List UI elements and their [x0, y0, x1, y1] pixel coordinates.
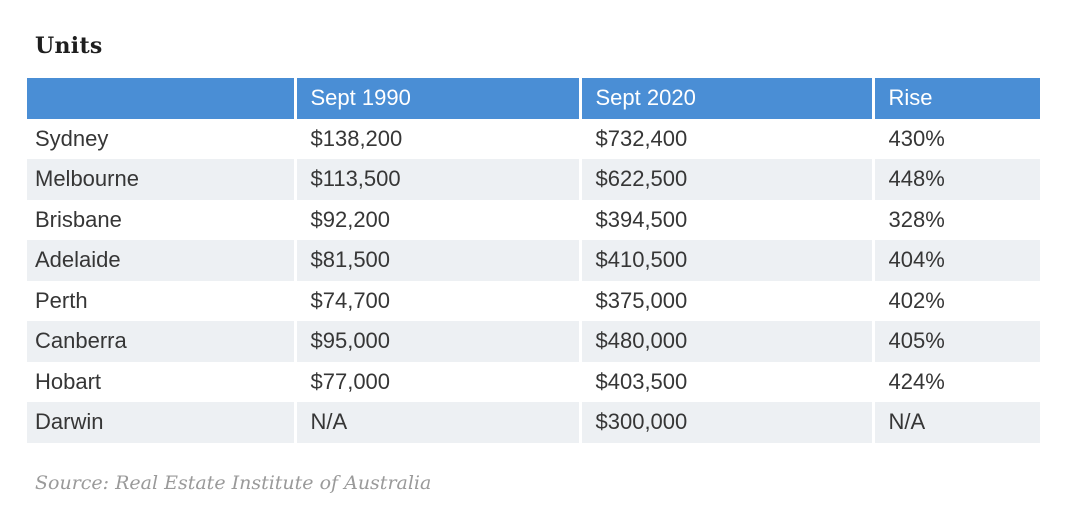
sept-1990-cell: N/A — [293, 402, 580, 443]
rise-cell: N/A — [871, 402, 1040, 443]
city-cell: Darwin — [35, 409, 104, 435]
city-cell: Brisbane — [35, 206, 122, 232]
city-cell: Canberra — [35, 328, 127, 354]
sept-2020-cell: $375,000 — [578, 280, 873, 321]
sept-2020-cell: $394,500 — [578, 199, 873, 240]
header-cell-sept-1990: Sept 1990 — [293, 78, 580, 119]
sept-2020-cell: $622,500 — [578, 159, 873, 200]
sept-1990-cell: $77,000 — [293, 361, 580, 402]
city-cell: Perth — [35, 287, 88, 313]
units-price-table: Sept 1990 Sept 2020 Rise Sydney $138,200 $… — [27, 78, 1040, 443]
sept-1990-cell: $81,500 — [293, 240, 580, 281]
sept-2020-cell: $480,000 — [578, 321, 873, 362]
city-cell: Adelaide — [35, 247, 121, 273]
rise-cell: 424% — [871, 361, 1040, 402]
sept-1990-cell: $74,700 — [293, 280, 580, 321]
sept-2020-cell: $403,500 — [578, 361, 873, 402]
sept-1990-cell: $95,000 — [293, 321, 580, 362]
table-header: Sept 1990 Sept 2020 Rise — [27, 78, 1040, 119]
page-title: Units — [35, 33, 103, 59]
table-row: Perth $74,700 $375,000 402% — [27, 280, 1040, 321]
header-cell-sept-2020: Sept 2020 — [578, 78, 873, 119]
header-row: Sept 1990 Sept 2020 Rise — [27, 78, 1040, 119]
source-note: Source: Real Estate Institute of Austral… — [35, 472, 432, 494]
table-row: Adelaide $81,500 $410,500 404% — [27, 240, 1040, 281]
sept-2020-cell: $410,500 — [578, 240, 873, 281]
header-cell-rise: Rise — [871, 78, 1040, 119]
city-cell: Sydney — [35, 125, 109, 151]
table-row: Hobart $77,000 $403,500 424% — [27, 361, 1040, 402]
sept-1990-cell: $113,500 — [293, 159, 580, 200]
sept-1990-cell: $138,200 — [293, 118, 580, 159]
table-row: Melbourne $113,500 $622,500 448% — [27, 159, 1040, 200]
header-cell-city — [27, 78, 295, 119]
city-cell: Melbourne — [35, 166, 139, 192]
rise-cell: 328% — [871, 199, 1040, 240]
table-row: Sydney $138,200 $732,400 430% — [27, 118, 1040, 159]
rise-cell: 404% — [871, 240, 1040, 281]
rise-cell: 430% — [871, 118, 1040, 159]
rise-cell: 402% — [871, 280, 1040, 321]
sept-2020-cell: $300,000 — [578, 402, 873, 443]
table-row: Darwin N/A $300,000 N/A — [27, 402, 1040, 443]
city-cell: Hobart — [35, 368, 102, 394]
rise-cell: 405% — [871, 321, 1040, 362]
table-body: Sydney $138,200 $732,400 430% Melbourne $113,… — [27, 118, 1040, 443]
sept-1990-cell: $92,200 — [293, 199, 580, 240]
table-row: Canberra $95,000 $480,000 405% — [27, 321, 1040, 362]
sept-2020-cell: $732,400 — [578, 118, 873, 159]
table-row: Brisbane $92,200 $394,500 328% — [27, 199, 1040, 240]
rise-cell: 448% — [871, 159, 1040, 200]
